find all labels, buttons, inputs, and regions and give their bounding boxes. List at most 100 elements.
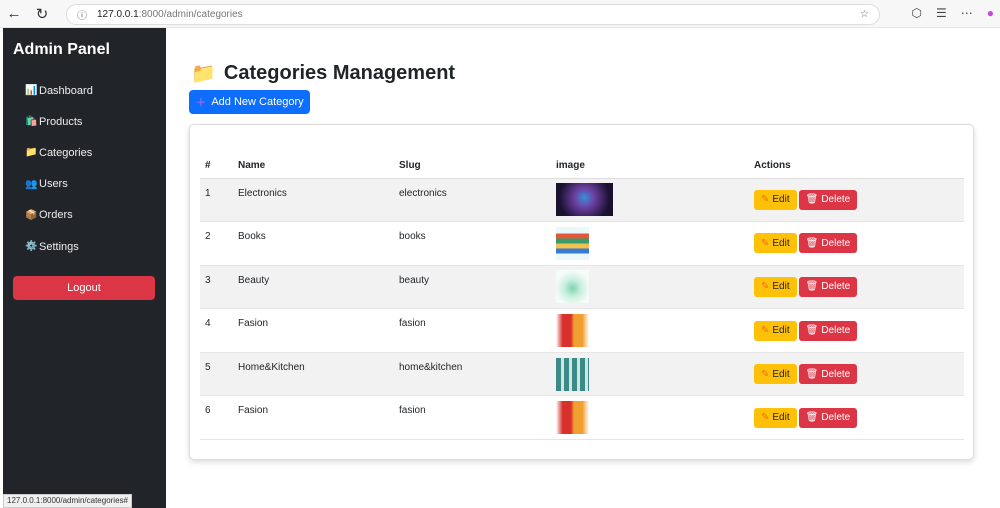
delete-label: Delete bbox=[821, 194, 851, 206]
trash-icon: 🗑 bbox=[805, 325, 819, 337]
sidebar-item-label: Orders bbox=[39, 209, 73, 222]
folder-icon: 📁 bbox=[191, 63, 216, 85]
edit-label: Edit bbox=[772, 194, 790, 206]
delete-label: Delete bbox=[821, 281, 851, 293]
edit-button[interactable]: ✎ Edit bbox=[754, 276, 797, 297]
pencil-icon: ✎ bbox=[761, 281, 770, 293]
sidebar-item-settings[interactable]: ⚙️ Settings bbox=[3, 231, 166, 262]
cell-actions: ✎ Edit 🗑 Delete bbox=[749, 265, 964, 310]
plus-icon: ＋ bbox=[195, 97, 207, 109]
extensions-icon[interactable]: ⬡ bbox=[911, 6, 922, 20]
sidebar-item-dashboard[interactable]: 📊 Dashboard bbox=[3, 75, 166, 106]
edit-label: Edit bbox=[772, 325, 790, 337]
cell-image bbox=[551, 178, 749, 223]
edit-button[interactable]: ✎ Edit bbox=[754, 189, 797, 210]
address-bar[interactable]: ⓘ 127.0.0.1:8000/admin/categories ☆ bbox=[66, 4, 880, 25]
trash-icon: 🗑 bbox=[805, 412, 819, 424]
trash-icon: 🗑 bbox=[805, 194, 819, 206]
cell-name: Home&Kitchen bbox=[233, 352, 394, 397]
more-icon[interactable]: ⋯ bbox=[960, 6, 973, 20]
cell-id: 2 bbox=[200, 221, 233, 266]
delete-button[interactable]: 🗑 Delete bbox=[798, 189, 858, 210]
col-name: Name bbox=[233, 153, 394, 179]
col-actions: Actions bbox=[749, 153, 964, 179]
sidebar-item-categories[interactable]: 📁 Categories bbox=[3, 137, 166, 168]
pencil-icon: ✎ bbox=[761, 237, 770, 249]
cell-actions: ✎ Edit 🗑 Delete bbox=[749, 308, 964, 353]
cell-slug: electronics bbox=[394, 178, 551, 223]
edit-button[interactable]: ✎ Edit bbox=[754, 364, 797, 385]
page-title: 📁 Categories Management bbox=[191, 61, 455, 86]
category-image bbox=[556, 401, 589, 435]
categories-card: # Name Slug image Actions 1 Electronics … bbox=[189, 124, 974, 460]
delete-button[interactable]: 🗑 Delete bbox=[798, 364, 858, 385]
logout-button[interactable]: Logout bbox=[13, 276, 155, 300]
delete-button[interactable]: 🗑 Delete bbox=[798, 233, 858, 254]
trash-icon: 🗑 bbox=[805, 368, 819, 380]
shopping-bags-icon: 🛍️ bbox=[25, 116, 38, 128]
package-icon: 📦 bbox=[25, 209, 38, 221]
cell-image bbox=[551, 352, 749, 397]
delete-label: Delete bbox=[821, 412, 851, 424]
sidebar-item-products[interactable]: 🛍️ Products bbox=[3, 106, 166, 137]
browser-toolbar: ← ↻ ⓘ 127.0.0.1:8000/admin/categories ☆ ⬡ ☰… bbox=[0, 0, 1000, 28]
delete-button[interactable]: 🗑 Delete bbox=[798, 276, 858, 297]
col-id: # bbox=[200, 153, 233, 179]
table-row: 2 Books books ✎ Edit 🗑 Delete bbox=[200, 221, 964, 266]
cell-name: Beauty bbox=[233, 265, 394, 310]
add-category-label: Add New Category bbox=[211, 96, 304, 108]
table-row: 5 Home&Kitchen home&kitchen ✎ Edit 🗑 Delete bbox=[200, 352, 964, 397]
reload-icon[interactable]: ↻ bbox=[35, 5, 49, 23]
cell-actions: ✎ Edit 🗑 Delete bbox=[749, 395, 964, 441]
url-path: :8000/admin/categories bbox=[138, 9, 243, 20]
sidebar-item-label: Products bbox=[39, 115, 83, 128]
gear-icon: ⚙️ bbox=[25, 241, 38, 253]
edit-label: Edit bbox=[772, 281, 790, 293]
add-category-button[interactable]: ＋ Add New Category bbox=[189, 90, 310, 114]
delete-button[interactable]: 🗑 Delete bbox=[798, 320, 858, 341]
delete-label: Delete bbox=[821, 368, 851, 380]
url-host: 127.0.0.1 bbox=[97, 9, 139, 20]
cell-actions: ✎ Edit 🗑 Delete bbox=[749, 221, 964, 266]
copilot-icon[interactable]: ● bbox=[986, 6, 994, 20]
cell-image bbox=[551, 221, 749, 266]
edit-button[interactable]: ✎ Edit bbox=[754, 233, 797, 254]
chart-icon: 📊 bbox=[25, 85, 38, 97]
pencil-icon: ✎ bbox=[761, 325, 770, 337]
edit-button[interactable]: ✎ Edit bbox=[754, 320, 797, 341]
cell-id: 4 bbox=[200, 308, 233, 353]
pencil-icon: ✎ bbox=[761, 412, 770, 424]
table-row: 1 Electronics electronics ✎ Edit 🗑 Delete bbox=[200, 178, 964, 223]
sidebar: Admin Panel 📊 Dashboard 🛍️ Products 📁 Categ… bbox=[3, 28, 166, 508]
sidebar-item-label: Settings bbox=[39, 240, 79, 253]
cell-name: Fasion bbox=[233, 308, 394, 353]
cell-actions: ✎ Edit 🗑 Delete bbox=[749, 352, 964, 397]
delete-label: Delete bbox=[821, 325, 851, 337]
delete-button[interactable]: 🗑 Delete bbox=[798, 407, 858, 428]
cell-image bbox=[551, 395, 749, 441]
edit-button[interactable]: ✎ Edit bbox=[754, 407, 797, 428]
sidebar-item-users[interactable]: 👥 Users bbox=[3, 169, 166, 200]
sidebar-item-label: Users bbox=[39, 178, 68, 191]
cell-id: 3 bbox=[200, 265, 233, 310]
star-icon[interactable]: ☆ bbox=[860, 9, 869, 20]
category-image bbox=[556, 226, 589, 260]
cell-slug: fasion bbox=[394, 308, 551, 353]
favorites-icon[interactable]: ☰ bbox=[935, 6, 947, 20]
sidebar-item-orders[interactable]: 📦 Orders bbox=[3, 200, 166, 231]
cell-image bbox=[551, 265, 749, 310]
cell-id: 5 bbox=[200, 352, 233, 397]
category-image bbox=[556, 314, 589, 348]
cell-slug: beauty bbox=[394, 265, 551, 310]
category-image bbox=[556, 357, 589, 391]
pencil-icon: ✎ bbox=[761, 368, 770, 380]
cell-name: Electronics bbox=[233, 178, 394, 223]
cell-slug: home&kitchen bbox=[394, 352, 551, 397]
cell-id: 6 bbox=[200, 395, 233, 441]
edit-label: Edit bbox=[772, 237, 790, 249]
page-title-text: Categories Management bbox=[223, 62, 456, 84]
delete-label: Delete bbox=[821, 237, 851, 249]
cell-name: Books bbox=[233, 221, 394, 266]
col-slug: Slug bbox=[394, 153, 551, 179]
back-icon[interactable]: ← bbox=[6, 5, 22, 22]
